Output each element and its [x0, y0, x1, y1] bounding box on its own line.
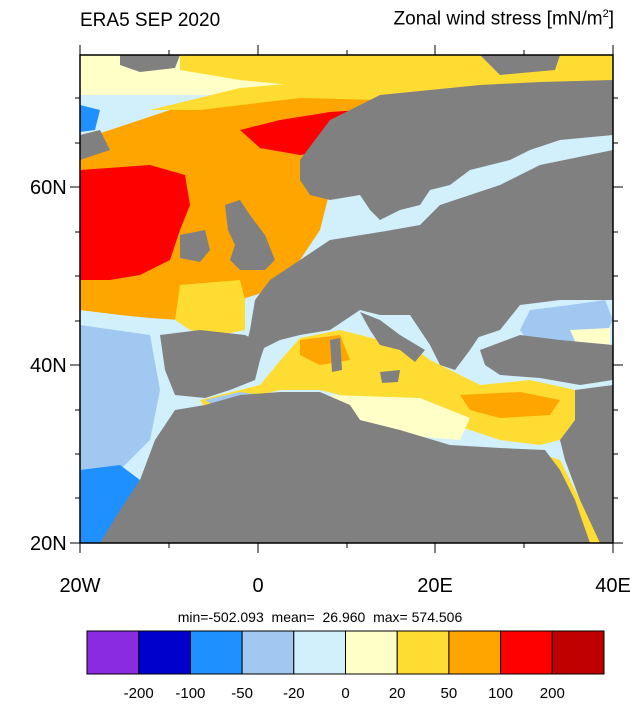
med-pale-south	[330, 395, 470, 440]
land-anatolia	[480, 335, 613, 385]
land-svalbard-north	[480, 55, 560, 75]
variable-title: Zonal wind stress [mN/m2]	[394, 8, 614, 30]
colorbar-swatch	[500, 630, 553, 675]
colorbar-label: -20	[283, 685, 305, 702]
land-eurasia	[245, 150, 613, 350]
map-panel	[80, 55, 613, 543]
colorbar-label: 20	[389, 685, 406, 702]
land-greenland-edge	[80, 130, 110, 160]
land-iceland	[120, 55, 180, 72]
colorbar-swatch	[293, 630, 346, 675]
colorbar-swatch	[189, 630, 243, 675]
land-sicily	[380, 370, 400, 383]
med-sea	[200, 330, 575, 445]
colorbar: -200 -100 -50 -20 0 20 50 100 200	[86, 630, 605, 702]
land-middle-east	[560, 385, 613, 543]
land-iberia	[160, 330, 265, 398]
colorbar-label: -200	[124, 685, 154, 702]
colorbar-label: 50	[441, 685, 458, 702]
ocean-red-west	[80, 165, 190, 280]
land-scandinavia	[300, 80, 613, 220]
colorbar-label: -100	[175, 685, 205, 702]
land-italy	[360, 312, 425, 362]
variable-title-text: Zonal wind stress [mN/m	[393, 8, 603, 30]
ocean-bay-yellow	[175, 280, 245, 335]
colorbar-swatch	[86, 630, 140, 675]
map-title: ERA5 SEP 2020	[80, 10, 221, 31]
lon-label-20w: 20W	[59, 575, 100, 597]
land-africa	[100, 392, 590, 543]
lon-label-40e: 40E	[595, 575, 631, 597]
lat-label-40n: 40N	[30, 355, 67, 377]
axis-ticks	[70, 45, 623, 553]
ocean-west-blue	[80, 325, 160, 480]
land-greece-balkans	[410, 315, 480, 370]
colorbar-swatch	[396, 630, 450, 675]
land-ireland	[180, 230, 210, 262]
colorbar-swatch	[241, 630, 295, 675]
med-orange-2	[460, 392, 560, 418]
lat-label-60n: 60N	[30, 177, 67, 199]
lon-label-20e: 20E	[417, 575, 453, 597]
colorbar-swatch	[448, 630, 502, 675]
ocean-northwest-blue	[80, 105, 100, 132]
colorbar-label: 200	[540, 685, 565, 702]
ocean-nordic-yellow	[150, 82, 460, 110]
land-great-britain	[225, 200, 275, 270]
lon-label-0: 0	[252, 575, 263, 597]
ocean-southwest-blue	[80, 465, 140, 543]
variable-title-sup: 2	[602, 8, 609, 20]
colorbar-label: -50	[231, 685, 253, 702]
lat-label-20n: 20N	[30, 533, 67, 555]
variable-title-close: ]	[608, 8, 614, 30]
colorbar-swatch	[138, 630, 191, 675]
land-corsica-sardinia	[330, 338, 342, 372]
stats-line: min=-502.093 mean= 26.960 max= 574.506	[177, 609, 463, 625]
colorbar-label: 0	[341, 685, 349, 702]
colorbar-label: 100	[488, 685, 513, 702]
colorbar-swatch	[551, 630, 605, 675]
colorbar-swatch	[345, 630, 398, 675]
